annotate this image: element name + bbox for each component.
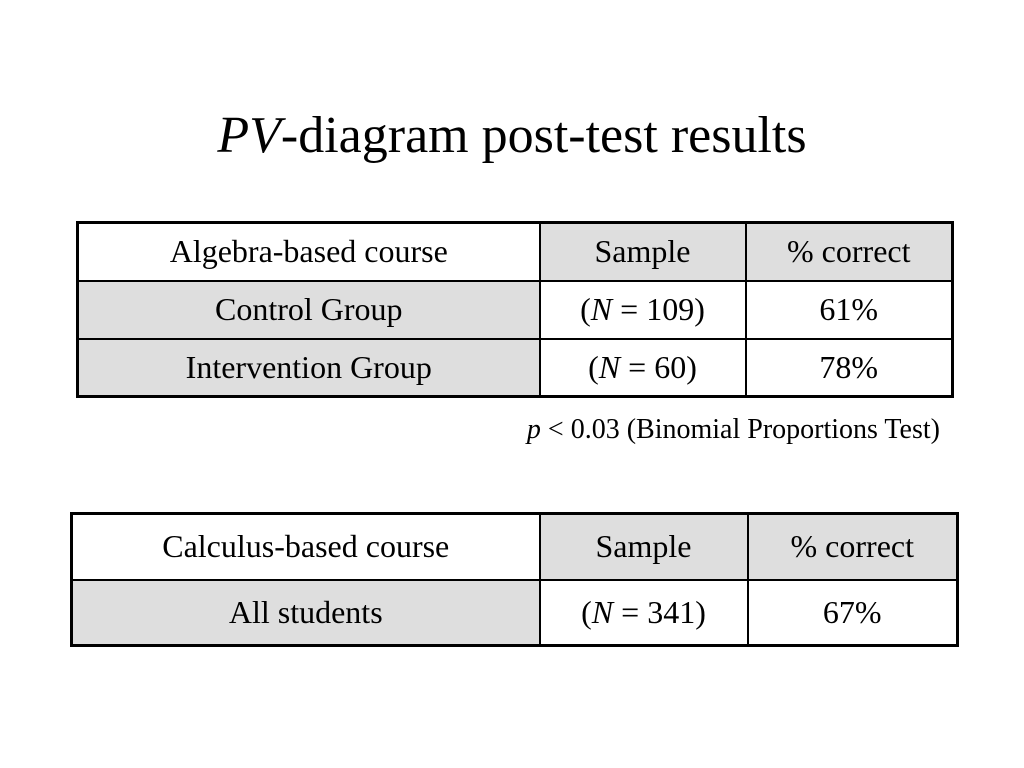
calculus-results-table: Calculus-based course Sample % correct A… — [70, 512, 959, 647]
table-row: Intervention Group (N = 60) 78% — [76, 337, 954, 398]
group-cell: Intervention Group — [76, 337, 541, 398]
table-header-row: Calculus-based course Sample % correct — [70, 512, 959, 581]
table-row: Control Group (N = 109) 61% — [76, 279, 954, 340]
table-row: All students (N = 341) 67% — [70, 578, 959, 647]
header-correct: % correct — [744, 221, 954, 282]
significance-note: p < 0.03 (Binomial Proportions Test) — [527, 412, 940, 448]
percent-correct-cell: 67% — [746, 578, 959, 647]
sample-variable: N — [591, 593, 614, 630]
header-course: Calculus-based course — [70, 512, 541, 581]
sample-variable: N — [590, 291, 613, 327]
header-sample: Sample — [538, 512, 749, 581]
sample-variable: N — [598, 348, 621, 385]
group-cell: Control Group — [76, 279, 541, 340]
header-correct: % correct — [746, 512, 959, 581]
page-title: PV-diagram post-test results — [0, 104, 1024, 168]
significance-text: < 0.03 (Binomial Proportions Test) — [540, 414, 940, 445]
sample-value: = 341) — [613, 593, 706, 630]
group-cell: All students — [70, 578, 541, 647]
algebra-results-table: Algebra-based course Sample % correct Co… — [76, 221, 954, 398]
sample-prefix: ( — [588, 348, 599, 385]
title-italic-part: PV — [217, 107, 281, 164]
sample-cell: (N = 109) — [538, 279, 747, 340]
sample-cell: (N = 341) — [538, 578, 749, 647]
title-rest: -diagram post-test results — [280, 107, 807, 164]
sample-prefix: ( — [580, 291, 591, 327]
sample-cell: (N = 60) — [538, 337, 747, 398]
percent-correct-cell: 78% — [744, 337, 954, 398]
header-course: Algebra-based course — [76, 221, 541, 282]
header-sample: Sample — [538, 221, 747, 282]
p-variable: p — [526, 414, 541, 445]
percent-correct-cell: 61% — [744, 279, 954, 340]
sample-value: = 109) — [612, 291, 705, 327]
sample-prefix: ( — [581, 593, 592, 630]
sample-value: = 60) — [620, 348, 697, 385]
table-header-row: Algebra-based course Sample % correct — [76, 221, 954, 282]
